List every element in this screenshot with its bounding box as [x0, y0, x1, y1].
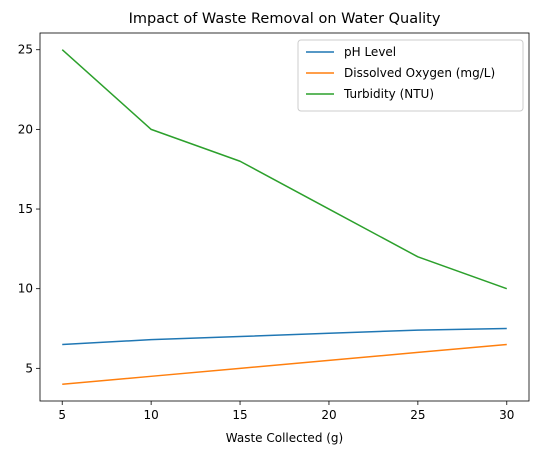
x-tick-label: 10 [143, 408, 158, 422]
series-layer [61, 49, 508, 386]
x-tick-label: 5 [58, 408, 66, 422]
legend-box [297, 39, 524, 112]
y-axis: 5 10 15 20 25 [18, 43, 40, 375]
legend: pH Level Dissolved Oxygen (mg/L) Turbidity… [297, 39, 524, 112]
chart-title: Impact of Waste Removal on Water Quality [129, 11, 441, 27]
x-axis-label: Waste Collected (g) [226, 431, 343, 445]
y-tick-label: 15 [18, 202, 33, 216]
x-tick-label: 30 [499, 408, 514, 422]
legend-label: Turbidity (NTU) [343, 87, 434, 101]
legend-label: pH Level [344, 45, 396, 59]
series-line-0 [62, 327, 507, 346]
x-tick-label: 25 [410, 408, 425, 422]
legend-label: Dissolved Oxygen (mg/L) [344, 66, 495, 80]
y-tick-label: 5 [25, 361, 33, 375]
series-line-1 [62, 343, 507, 386]
series-line-2 [61, 49, 508, 290]
y-tick-label: 25 [18, 43, 33, 57]
x-axis: 5 10 15 20 25 30 [58, 401, 514, 422]
y-tick-label: 20 [18, 122, 33, 136]
y-tick-label: 10 [18, 282, 33, 296]
x-tick-label: 15 [232, 408, 247, 422]
x-tick-label: 20 [321, 408, 336, 422]
plot-frame [39, 32, 530, 402]
